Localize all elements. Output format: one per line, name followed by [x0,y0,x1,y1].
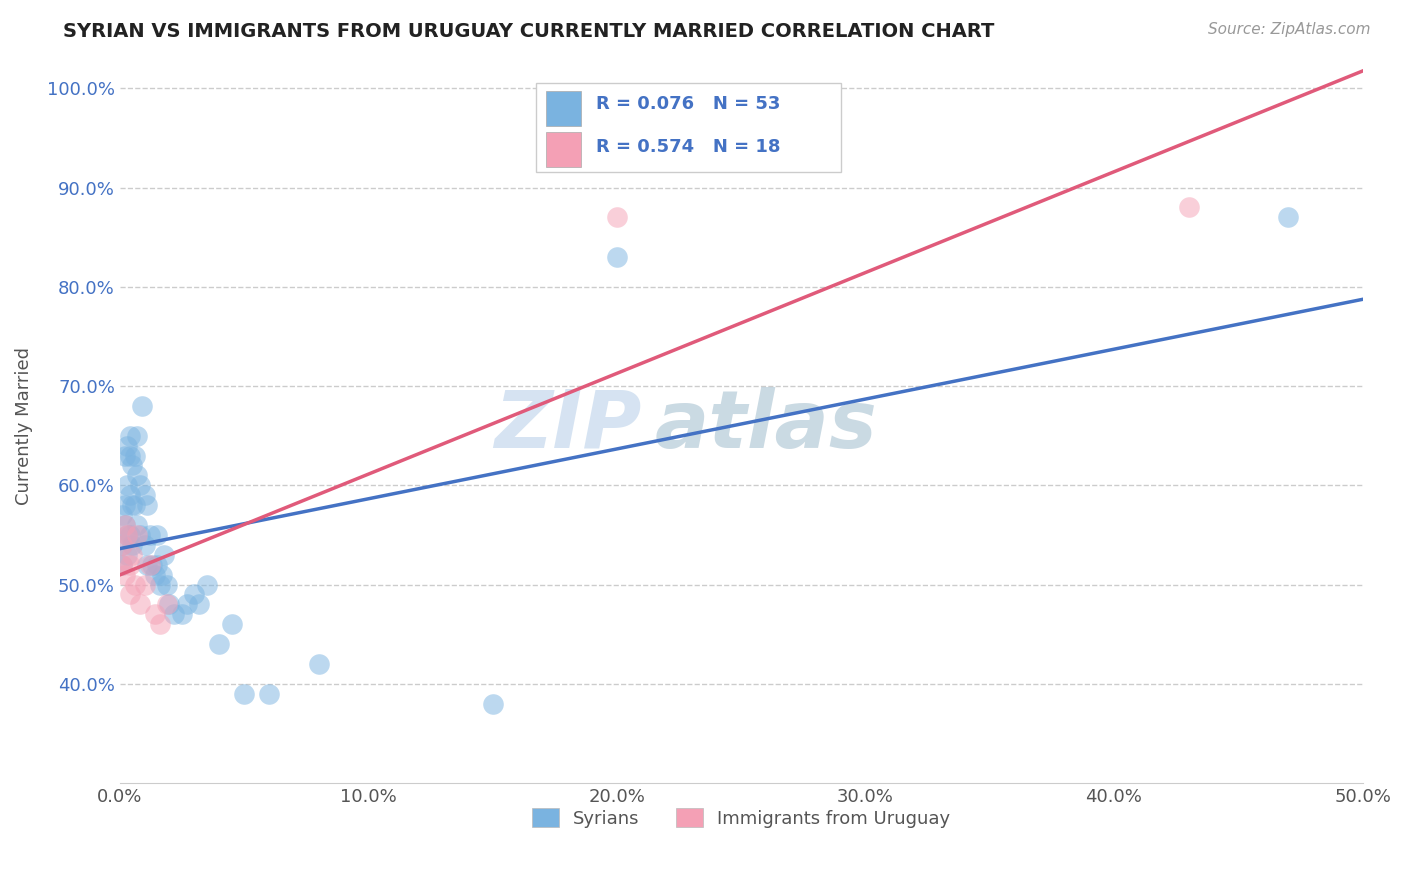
Point [195,577,218,591]
FancyBboxPatch shape [546,91,581,126]
Point [111,558,134,572]
Point [121,538,143,552]
Point [118,428,141,442]
Point [124,498,146,512]
Point [176,598,198,612]
Point [233,687,256,701]
Point [136,498,159,512]
Point [143,607,166,622]
Text: atlas: atlas [654,387,877,465]
Text: ZIP: ZIP [495,387,641,465]
Point [127,518,149,533]
Point [128,598,150,612]
Point [221,617,243,632]
Point [606,250,628,264]
Point [481,697,503,711]
Point [114,567,136,582]
Point [121,498,143,512]
Point [163,607,186,622]
Point [128,478,150,492]
Point [141,558,163,572]
Point [308,657,330,671]
Point [111,538,134,552]
Point [146,558,169,572]
Point [183,587,205,601]
Point [114,449,136,463]
Point [134,488,156,502]
Point [114,518,136,533]
Text: R = 0.076   N = 53: R = 0.076 N = 53 [596,95,780,113]
FancyBboxPatch shape [536,83,841,172]
Point [148,617,170,632]
Point [131,399,153,413]
Point [115,528,138,542]
Point [1177,201,1199,215]
Text: SYRIAN VS IMMIGRANTS FROM URUGUAY CURRENTLY MARRIED CORRELATION CHART: SYRIAN VS IMMIGRANTS FROM URUGUAY CURREN… [63,22,994,41]
Point [118,528,141,542]
Point [146,528,169,542]
Point [148,577,170,591]
Point [156,577,179,591]
Point [121,458,143,473]
Point [115,478,138,492]
Point [188,598,211,612]
Point [111,508,134,522]
Text: Source: ZipAtlas.com: Source: ZipAtlas.com [1208,22,1371,37]
Point [114,518,136,533]
Point [118,449,141,463]
Point [143,567,166,582]
Point [127,528,149,542]
Point [138,558,160,572]
Point [153,548,176,562]
Point [170,607,193,622]
Point [124,449,146,463]
Point [118,587,141,601]
Point [127,428,149,442]
Point [114,498,136,512]
Point [124,577,146,591]
Point [128,528,150,542]
Point [127,468,149,483]
Point [159,598,181,612]
Point [115,548,138,562]
Text: R = 0.574   N = 18: R = 0.574 N = 18 [596,138,780,156]
Point [136,558,159,572]
Point [111,558,134,572]
Point [111,538,134,552]
Point [118,488,141,502]
Point [134,538,156,552]
Point [606,211,628,225]
Point [150,567,173,582]
Point [257,687,280,701]
Point [121,548,143,562]
Point [1277,211,1299,225]
Legend: Syrians, Immigrants from Uruguay: Syrians, Immigrants from Uruguay [524,801,957,835]
FancyBboxPatch shape [546,133,581,167]
Point [118,558,141,572]
Point [208,637,231,651]
Point [134,577,156,591]
Point [115,528,138,542]
Y-axis label: Currently Married: Currently Married [15,347,32,505]
Point [115,439,138,453]
Point [156,598,179,612]
Point [138,528,160,542]
